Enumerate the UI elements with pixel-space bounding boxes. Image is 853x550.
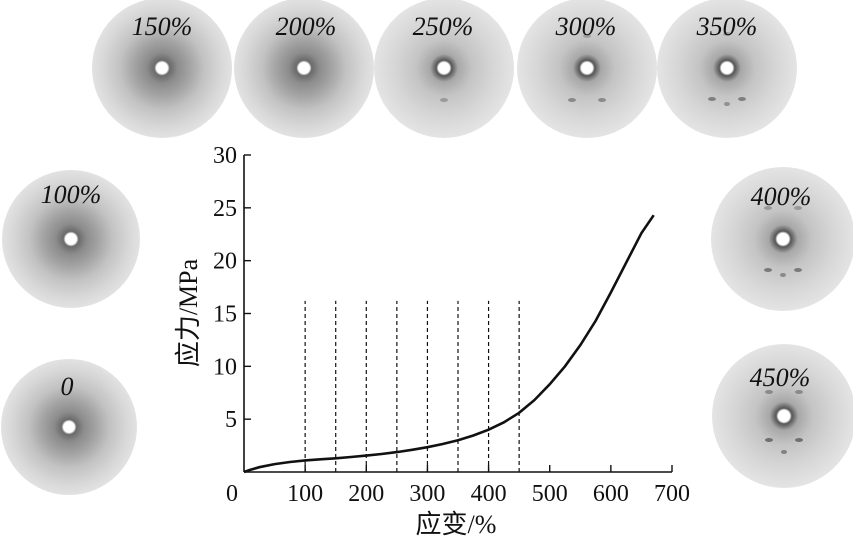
x-tick-label-100: 100 xyxy=(287,481,323,507)
x-axis-title: 应变/% xyxy=(416,510,497,539)
axis-tick-labels: 0 100 200 300 400 500 600 700 5 10 15 20 25 30 xyxy=(213,143,690,507)
x-tick-label-300: 300 xyxy=(409,481,445,507)
axis-ticks xyxy=(244,154,673,472)
pattern-150: 150% xyxy=(92,0,232,138)
plot-area: 0 100 200 300 400 500 600 700 5 10 15 20 25 30 应变/% 应… xyxy=(174,143,690,539)
pattern-label-100: 100% xyxy=(41,180,102,209)
x-tick-label-500: 500 xyxy=(532,481,568,507)
stress-strain-curve xyxy=(243,214,655,474)
pattern-label-150: 150% xyxy=(132,12,193,41)
x-tick-label-600: 600 xyxy=(593,481,629,507)
pattern-300: 300% xyxy=(517,0,657,138)
pattern-label-250: 250% xyxy=(413,12,474,41)
y-axis-title: 应力/MPa xyxy=(174,258,203,367)
scattering-patterns: 0 100% 150% 200% 250% 300% xyxy=(1,0,853,495)
x-tick-label-700: 700 xyxy=(654,481,690,507)
y-tick-label-20: 20 xyxy=(213,249,237,275)
pattern-label-0: 0 xyxy=(61,372,74,401)
pattern-100: 100% xyxy=(2,170,140,308)
pattern-200: 200% xyxy=(234,0,374,138)
y-tick-label-5: 5 xyxy=(225,407,237,433)
pattern-label-350: 350% xyxy=(696,12,758,41)
x-tick-label-200: 200 xyxy=(348,481,384,507)
pattern-label-200: 200% xyxy=(276,12,337,41)
y-tick-label-30: 30 xyxy=(213,143,237,169)
y-tick-label-25: 25 xyxy=(213,196,237,222)
reference-lines xyxy=(304,300,520,472)
x-tick-label-400: 400 xyxy=(471,481,507,507)
x-tick-label-0: 0 xyxy=(226,481,238,507)
pattern-450: 450% xyxy=(712,344,853,488)
pattern-label-300: 300% xyxy=(555,12,617,41)
pattern-400: 400% xyxy=(711,167,853,311)
pattern-250: 250% xyxy=(374,0,514,138)
y-tick-label-10: 10 xyxy=(213,354,237,380)
pattern-label-400: 400% xyxy=(751,182,812,211)
pattern-350: 350% xyxy=(657,0,797,138)
pattern-label-450: 450% xyxy=(750,363,811,392)
y-tick-label-15: 15 xyxy=(213,302,237,328)
pattern-0: 0 xyxy=(1,359,137,495)
